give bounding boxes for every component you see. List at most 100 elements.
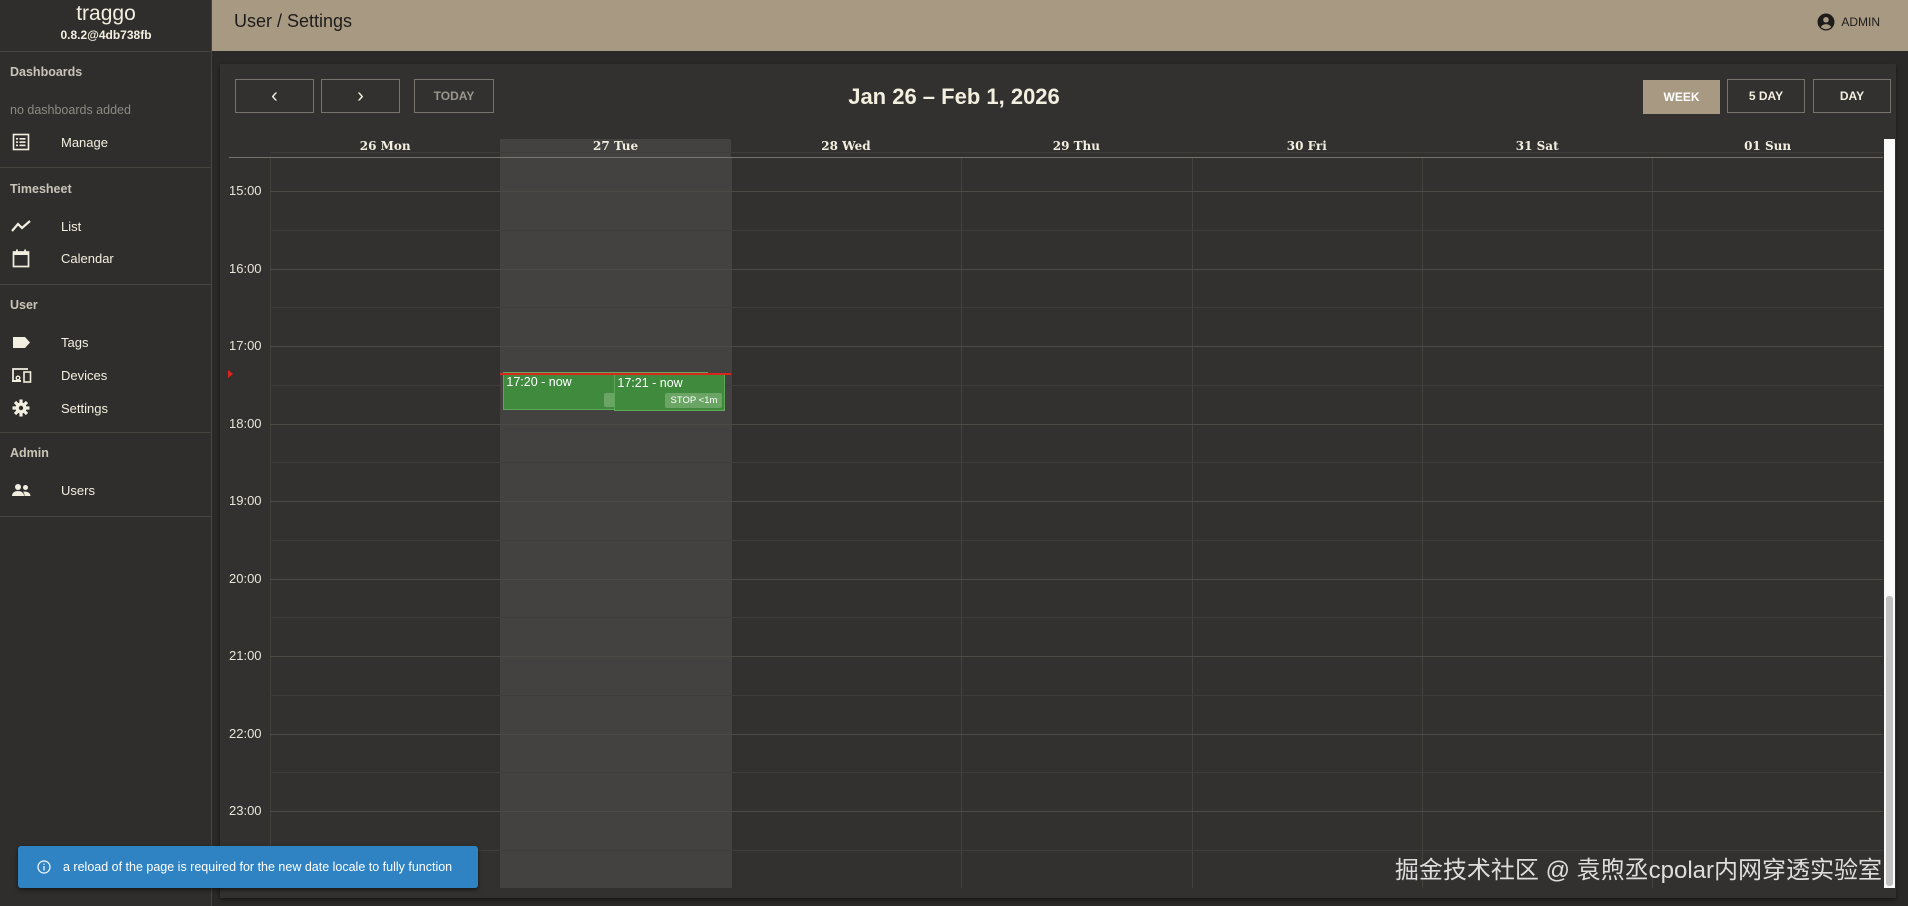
time-label: 23:00 — [229, 803, 262, 818]
sidebar-item-label: Calendar — [61, 250, 114, 266]
toast-message: a reload of the page is required for the… — [63, 860, 453, 874]
day-header: 27 Tue — [593, 139, 639, 153]
info-icon — [37, 860, 51, 874]
hour-line — [270, 733, 1883, 735]
sidebar-item-settings[interactable]: Settings — [0, 393, 212, 423]
day-header: 30 Fri — [1286, 139, 1327, 153]
calendar-icon — [10, 247, 32, 269]
no-dashboards-text: no dashboards added — [10, 103, 131, 117]
chevron-left-icon: ‹ — [271, 84, 278, 107]
time-label: 21:00 — [229, 648, 262, 663]
half-hour-line — [270, 307, 1883, 309]
divider — [0, 167, 212, 168]
event-label: 17:20 - now — [506, 374, 572, 389]
view-5day-button[interactable]: 5 DAY — [1727, 79, 1805, 113]
app-name: traggo — [76, 2, 136, 25]
tag-icon — [10, 331, 32, 353]
time-label: 16:00 — [229, 260, 262, 276]
chevron-right-icon: › — [357, 84, 364, 107]
divider — [0, 432, 212, 433]
day-header: 31 Sat — [1515, 139, 1559, 153]
hour-line — [270, 191, 1883, 192]
watermark: 掘金技术社区 @ 袁煦丞cpolar内网穿透实验室 — [1394, 857, 1882, 884]
view-day-button[interactable]: DAY — [1813, 79, 1891, 113]
section-heading-admin: Admin — [10, 446, 49, 460]
sidebar-item-label: List — [61, 218, 82, 234]
column-divider — [730, 157, 732, 888]
sidebar-item-calendar[interactable]: Calendar — [0, 243, 212, 273]
trending-icon — [10, 215, 32, 237]
half-hour-line — [270, 229, 1883, 231]
column-divider — [1191, 157, 1193, 888]
sidebar-item-users[interactable]: Users — [0, 475, 212, 505]
hour-line — [270, 656, 1883, 657]
sidebar-item-devices[interactable]: Devices — [0, 360, 212, 390]
stop-button[interactable]: STOP <1m — [665, 393, 723, 409]
today-button[interactable]: TODAY — [414, 79, 494, 113]
section-heading-dashboards: Dashboards — [10, 65, 83, 79]
hour-line — [270, 346, 1883, 347]
hour-line — [270, 423, 1883, 425]
devices-icon — [10, 364, 32, 386]
column-divider — [1652, 157, 1654, 888]
sidebar-item-label: Tags — [61, 334, 89, 350]
breadcrumb: User / Settings — [234, 11, 353, 31]
sidebar-item-manage[interactable]: Manage — [0, 127, 212, 157]
divider — [0, 51, 212, 52]
calendar-card — [220, 64, 1896, 898]
half-hour-line — [270, 462, 1883, 464]
app-version: 0.8.2@4db738fb — [60, 28, 152, 42]
next-week-button[interactable]: › — [321, 79, 400, 113]
user-menu-button[interactable]: ADMIN — [1817, 13, 1880, 31]
time-label: 15:00 — [229, 183, 262, 198]
prev-week-button[interactable]: ‹ — [235, 79, 314, 113]
scrollbar-thumb[interactable] — [1886, 596, 1893, 886]
half-hour-line — [270, 539, 1883, 541]
time-label: 18:00 — [229, 415, 262, 431]
time-entry-event[interactable]: 17:21 - now STOP <1m — [614, 373, 726, 412]
half-hour-line — [270, 694, 1883, 696]
hour-line — [270, 501, 1883, 502]
sidebar-item-list[interactable]: List — [0, 211, 212, 241]
event-label: 17:21 - now — [617, 376, 683, 391]
time-label: 22:00 — [229, 725, 262, 741]
calendar-title: Jan 26 – Feb 1, 2026 — [848, 84, 1060, 109]
user-name: ADMIN — [1841, 15, 1880, 29]
column-divider — [500, 157, 502, 888]
current-time-line — [500, 373, 731, 375]
scrollbar[interactable] — [1884, 139, 1895, 888]
time-label: 17:00 — [229, 338, 262, 353]
half-hour-line — [270, 384, 1883, 386]
sidebar: traggo 0.8.2@4db738fb Dashboards no dash… — [0, 0, 212, 906]
column-divider — [961, 157, 963, 888]
hour-line — [270, 268, 1883, 270]
column-divider — [1422, 157, 1423, 888]
hour-line — [270, 811, 1883, 812]
day-header: 29 Thu — [1052, 139, 1101, 153]
info-toast: a reload of the page is required for the… — [18, 846, 478, 888]
section-heading-user: User — [10, 298, 38, 312]
stop-button[interactable] — [604, 392, 617, 407]
header-divider — [229, 157, 1883, 158]
section-heading-timesheet: Timesheet — [10, 182, 72, 196]
half-hour-line — [270, 849, 1883, 851]
sidebar-item-label: Devices — [61, 367, 108, 383]
sidebar-item-label: Settings — [61, 400, 108, 416]
divider — [0, 516, 212, 517]
view-week-button[interactable]: WEEK — [1643, 80, 1720, 114]
day-header: 26 Mon — [359, 139, 411, 153]
divider — [0, 284, 212, 285]
time-label: 20:00 — [229, 570, 262, 586]
top-bar: User / Settings ADMIN — [212, 0, 1908, 51]
half-hour-line — [270, 617, 1883, 619]
half-hour-line — [270, 152, 1883, 154]
day-header: 28 Wed — [821, 139, 871, 153]
sidebar-item-label: Users — [61, 482, 95, 498]
gear-icon — [10, 397, 32, 419]
current-time-marker — [228, 370, 233, 378]
hour-line — [270, 578, 1883, 580]
users-icon — [10, 479, 32, 501]
sidebar-item-tags[interactable]: Tags — [0, 327, 212, 357]
account-circle-icon — [1817, 13, 1835, 31]
column-divider — [270, 157, 271, 888]
